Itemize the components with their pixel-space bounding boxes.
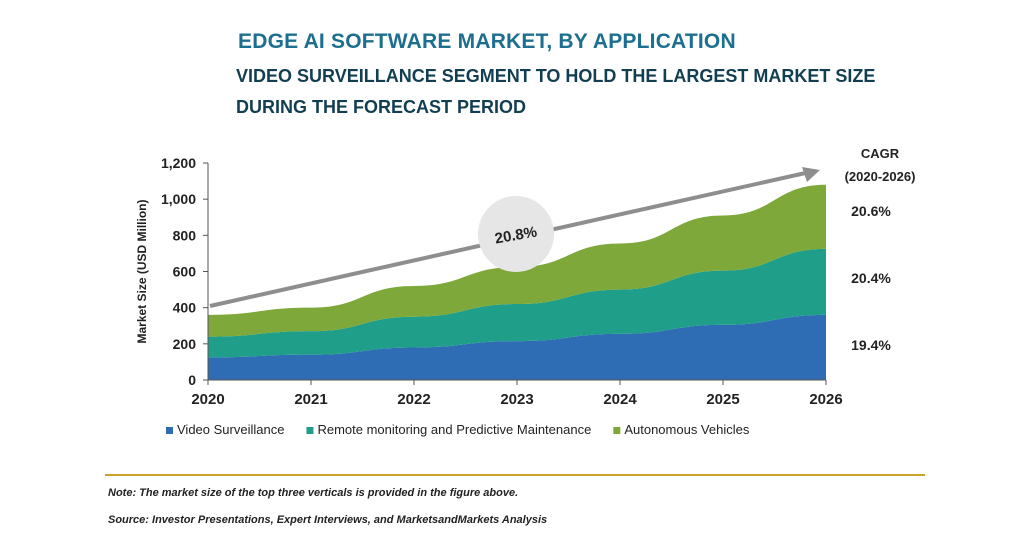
area-series-1 [208,314,826,380]
x-tick-label: 2022 [397,391,430,408]
x-tick-label: 2023 [500,391,533,408]
cagr-value: 19.4% [851,337,891,353]
chart-subtitle-line-1: VIDEO SURVEILLANCE SEGMENT TO HOLD THE L… [236,66,876,86]
x-tick-label: 2026 [809,391,842,408]
legend-label-1: Video Surveillance [177,422,284,437]
x-tick-label: 2021 [294,391,327,408]
footer-divider [105,474,925,476]
y-axis-label: Market Size (USD Million) [135,199,149,343]
trend-annotation-circle [478,196,554,272]
area-series-3 [208,184,826,337]
x-tick-label: 2024 [603,391,637,408]
cagr-header: CAGR [861,146,900,161]
y-tick-label: 600 [173,264,197,280]
legend-swatch-2 [306,427,314,434]
stacked-area-chart: 0 200 400 600 800 1,000 1,200 2020 2021 2022 2023 2… [135,146,916,437]
legend-label-3: Autonomous Vehicles [624,422,750,437]
legend-swatch-3 [613,427,621,434]
y-tick-label: 1,200 [161,155,196,171]
footnote: Note: The market size of the top three v… [108,487,519,499]
y-tick-label: 1,000 [161,191,196,207]
cagr-value: 20.6% [851,203,891,219]
legend-swatch-1 [166,427,173,434]
y-tick-label: 800 [173,227,197,243]
y-tick-label: 400 [173,300,197,316]
legend-label-2: Remote monitoring and Predictive Mainten… [317,422,591,437]
x-tick-label: 2025 [706,391,739,408]
source-note: Source: Investor Presentations, Expert I… [108,514,548,526]
y-tick-label: 0 [188,372,196,388]
y-tick-label: 200 [173,336,197,352]
chart-title: EDGE AI SOFTWARE MARKET, BY APPLICATION [238,30,736,53]
cagr-value: 20.4% [851,270,891,286]
cagr-period: (2020-2026) [845,169,916,184]
x-tick-label: 2020 [191,391,224,408]
area-series-2 [208,248,826,358]
chart-subtitle-line-2: DURING THE FORECAST PERIOD [236,97,527,117]
trend-arrow-head [802,167,820,182]
